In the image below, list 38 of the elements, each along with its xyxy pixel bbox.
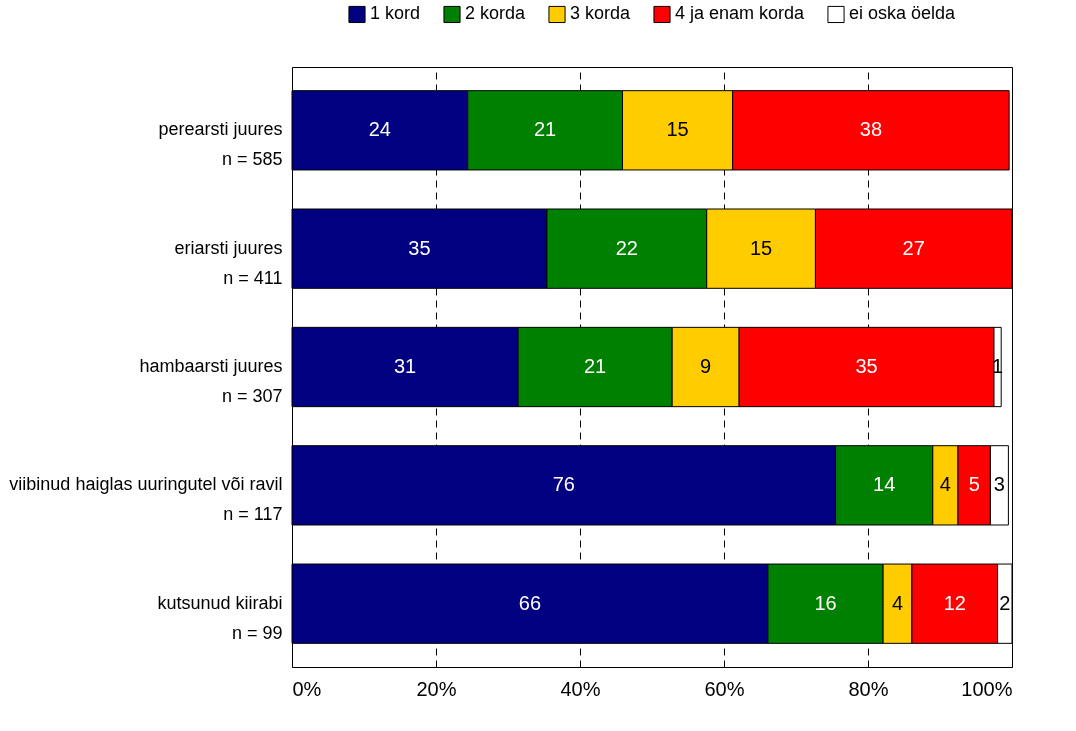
- data-label: 24: [368, 118, 391, 141]
- data-label: 22: [615, 236, 638, 259]
- data-label: 35: [855, 355, 878, 377]
- data-label: 5: [968, 473, 980, 496]
- data-label: 21: [583, 355, 607, 377]
- legend-label: 4 ja enam korda: [675, 3, 806, 24]
- data-label: 14: [873, 473, 896, 496]
- data-label: 3: [993, 473, 1005, 496]
- legend-label: 2 korda: [465, 3, 527, 24]
- y-tick-label: eriarsti juures n = 411: [174, 237, 283, 288]
- data-label: 15: [749, 236, 773, 259]
- data-label: 66: [518, 591, 542, 614]
- data-label: 12: [943, 591, 966, 614]
- x-tick-label: 0%: [292, 677, 322, 700]
- data-label: 38: [859, 118, 883, 141]
- y-tick-label: kutsunud kiirabi n = 99: [157, 592, 283, 643]
- data-label: 4: [891, 591, 904, 614]
- data-label: 31: [393, 355, 417, 377]
- data-label: 16: [814, 591, 837, 614]
- x-tick-label: 60%: [704, 677, 745, 700]
- x-tick-label: 80%: [848, 677, 889, 700]
- data-label: 9: [700, 355, 712, 377]
- x-tick-label: 40%: [560, 677, 601, 700]
- data-label: 27: [902, 236, 925, 259]
- data-label: 21: [533, 118, 557, 141]
- y-tick-label: perearsti juures n = 585: [158, 119, 283, 170]
- data-label: 15: [666, 118, 689, 141]
- data-label: 76: [552, 473, 575, 496]
- y-tick-label: hambaarsti juures n = 307: [139, 356, 283, 406]
- y-tick-label: viibinud haiglas uuringutel või ravil n = 117: [9, 474, 283, 525]
- data-label: 2: [999, 591, 1011, 614]
- data-label: 35: [408, 236, 431, 259]
- x-tick-label: 100%: [961, 677, 1013, 700]
- data-label: 4: [939, 473, 951, 496]
- legend-label: 1 kord: [370, 3, 421, 24]
- legend-label: ei oska öelda: [849, 3, 957, 24]
- legend-label: 3 korda: [570, 3, 632, 24]
- x-tick-label: 20%: [416, 677, 457, 700]
